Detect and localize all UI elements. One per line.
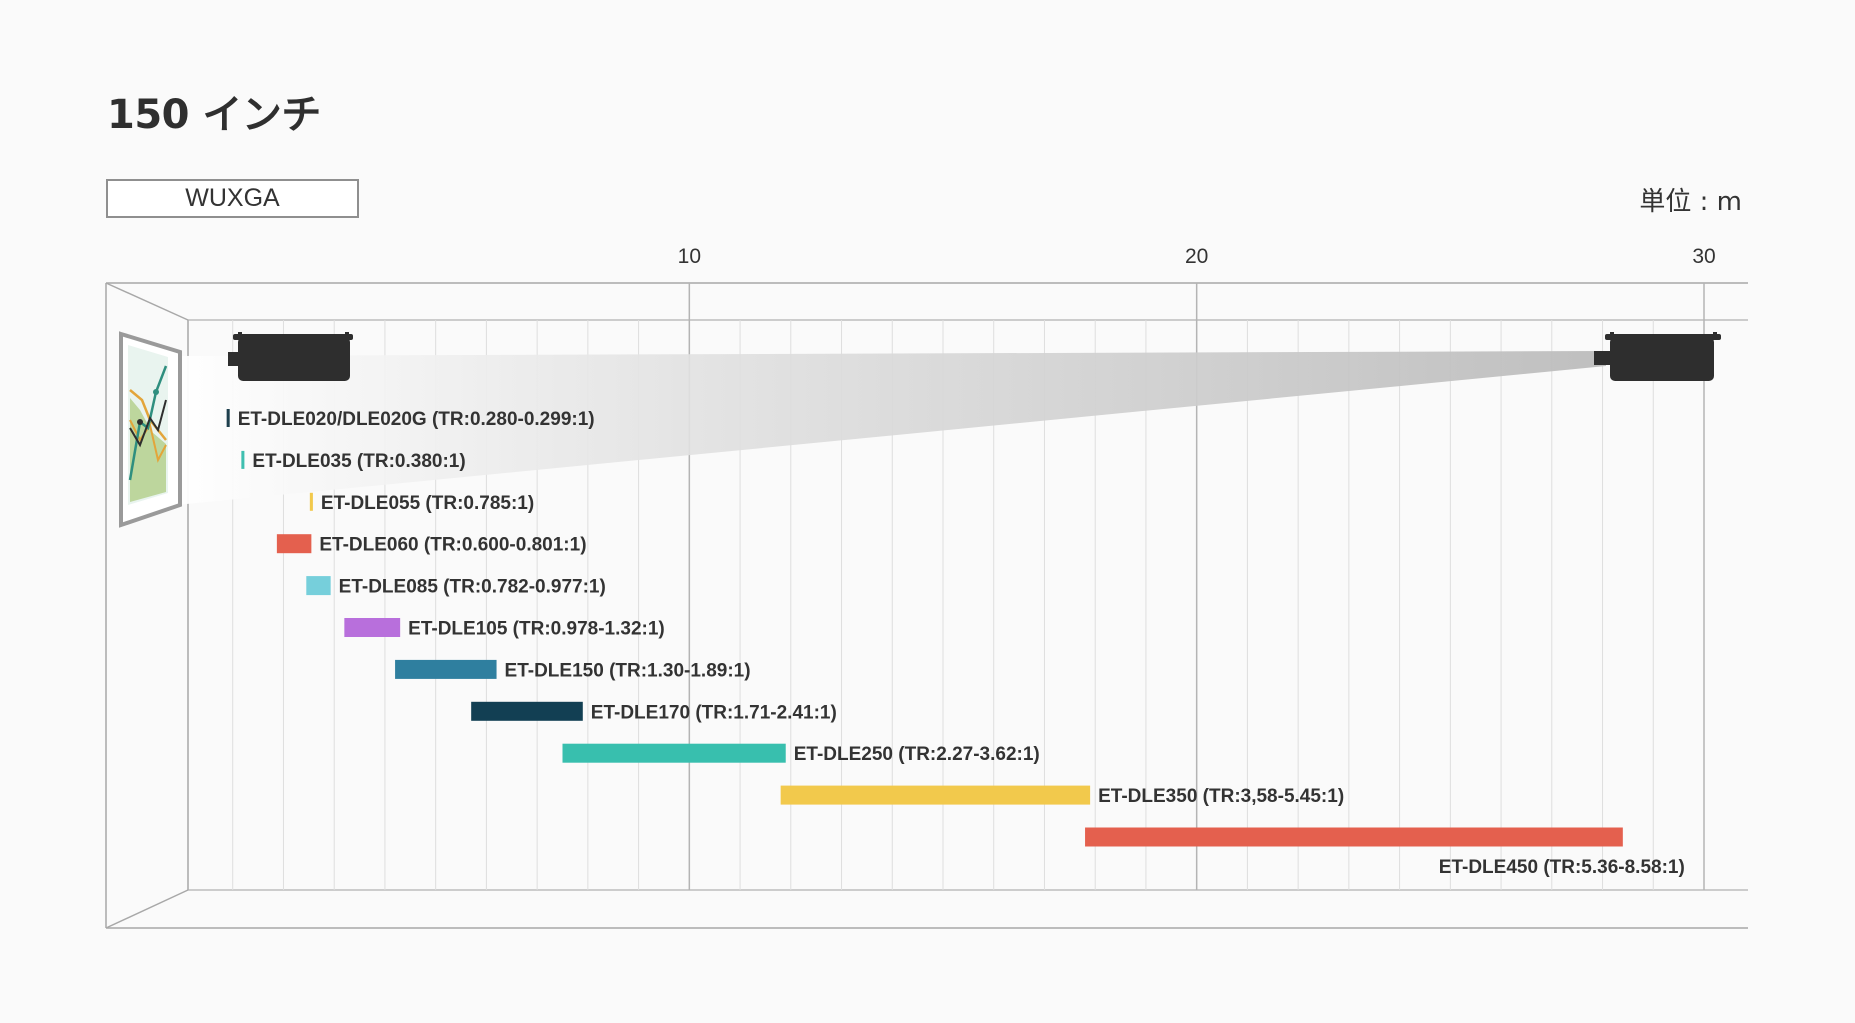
bar-label-5: ET-DLE105 (TR:0.978-1.32:1) xyxy=(408,619,665,640)
bar-label-8: ET-DLE250 (TR:2.27-3.62:1) xyxy=(794,744,1040,765)
bar-7 xyxy=(471,701,583,721)
bars xyxy=(226,409,1623,847)
bar-label-1: ET-DLE035 (TR:0.380:1) xyxy=(252,451,465,472)
projector-far-icon xyxy=(1594,332,1721,381)
bar-label-3: ET-DLE060 (TR:0.600-0.801:1) xyxy=(319,535,586,556)
bar-label-6: ET-DLE150 (TR:1.30-1.89:1) xyxy=(505,660,751,681)
axis-ticks: 10 20 30 xyxy=(678,245,1716,268)
bar-9 xyxy=(780,785,1091,805)
bar-2 xyxy=(309,492,313,511)
bar-1 xyxy=(241,450,245,469)
bar-labels: ET-DLE020/DLE020G (TR:0.280-0.299:1) ET-D… xyxy=(238,409,1685,878)
bar-5 xyxy=(344,618,401,637)
x-tick-label-10: 10 xyxy=(678,245,701,268)
bar-label-2: ET-DLE055 (TR:0.785:1) xyxy=(321,493,534,514)
unit-label: 単位 : m xyxy=(1639,187,1742,217)
bar-label-7: ET-DLE170 (TR:1.71-2.41:1) xyxy=(591,702,837,723)
bar-10 xyxy=(1085,827,1623,847)
x-tick-label-30: 30 xyxy=(1692,245,1715,268)
bar-4 xyxy=(306,576,331,596)
bar-6 xyxy=(395,659,497,679)
bar-label-10: ET-DLE450 (TR:5.36-8.58:1) xyxy=(1439,857,1685,878)
projector-near-icon xyxy=(228,332,353,381)
screen-illustration xyxy=(119,331,182,528)
projection-beam xyxy=(176,351,1606,505)
bar-0 xyxy=(226,409,230,427)
bar-8 xyxy=(562,743,786,763)
bar-label-9: ET-DLE350 (TR:3,58-5.45:1) xyxy=(1098,786,1344,807)
resolution-box: WUXGA xyxy=(106,179,359,218)
bar-label-4: ET-DLE085 (TR:0.782-0.977:1) xyxy=(339,577,606,598)
x-tick-label-20: 20 xyxy=(1185,245,1208,268)
page-title: 150 インチ xyxy=(107,92,321,138)
bar-label-0: ET-DLE020/DLE020G (TR:0.280-0.299:1) xyxy=(238,409,595,430)
resolution-label: WUXGA xyxy=(185,184,280,212)
bar-3 xyxy=(276,534,312,554)
